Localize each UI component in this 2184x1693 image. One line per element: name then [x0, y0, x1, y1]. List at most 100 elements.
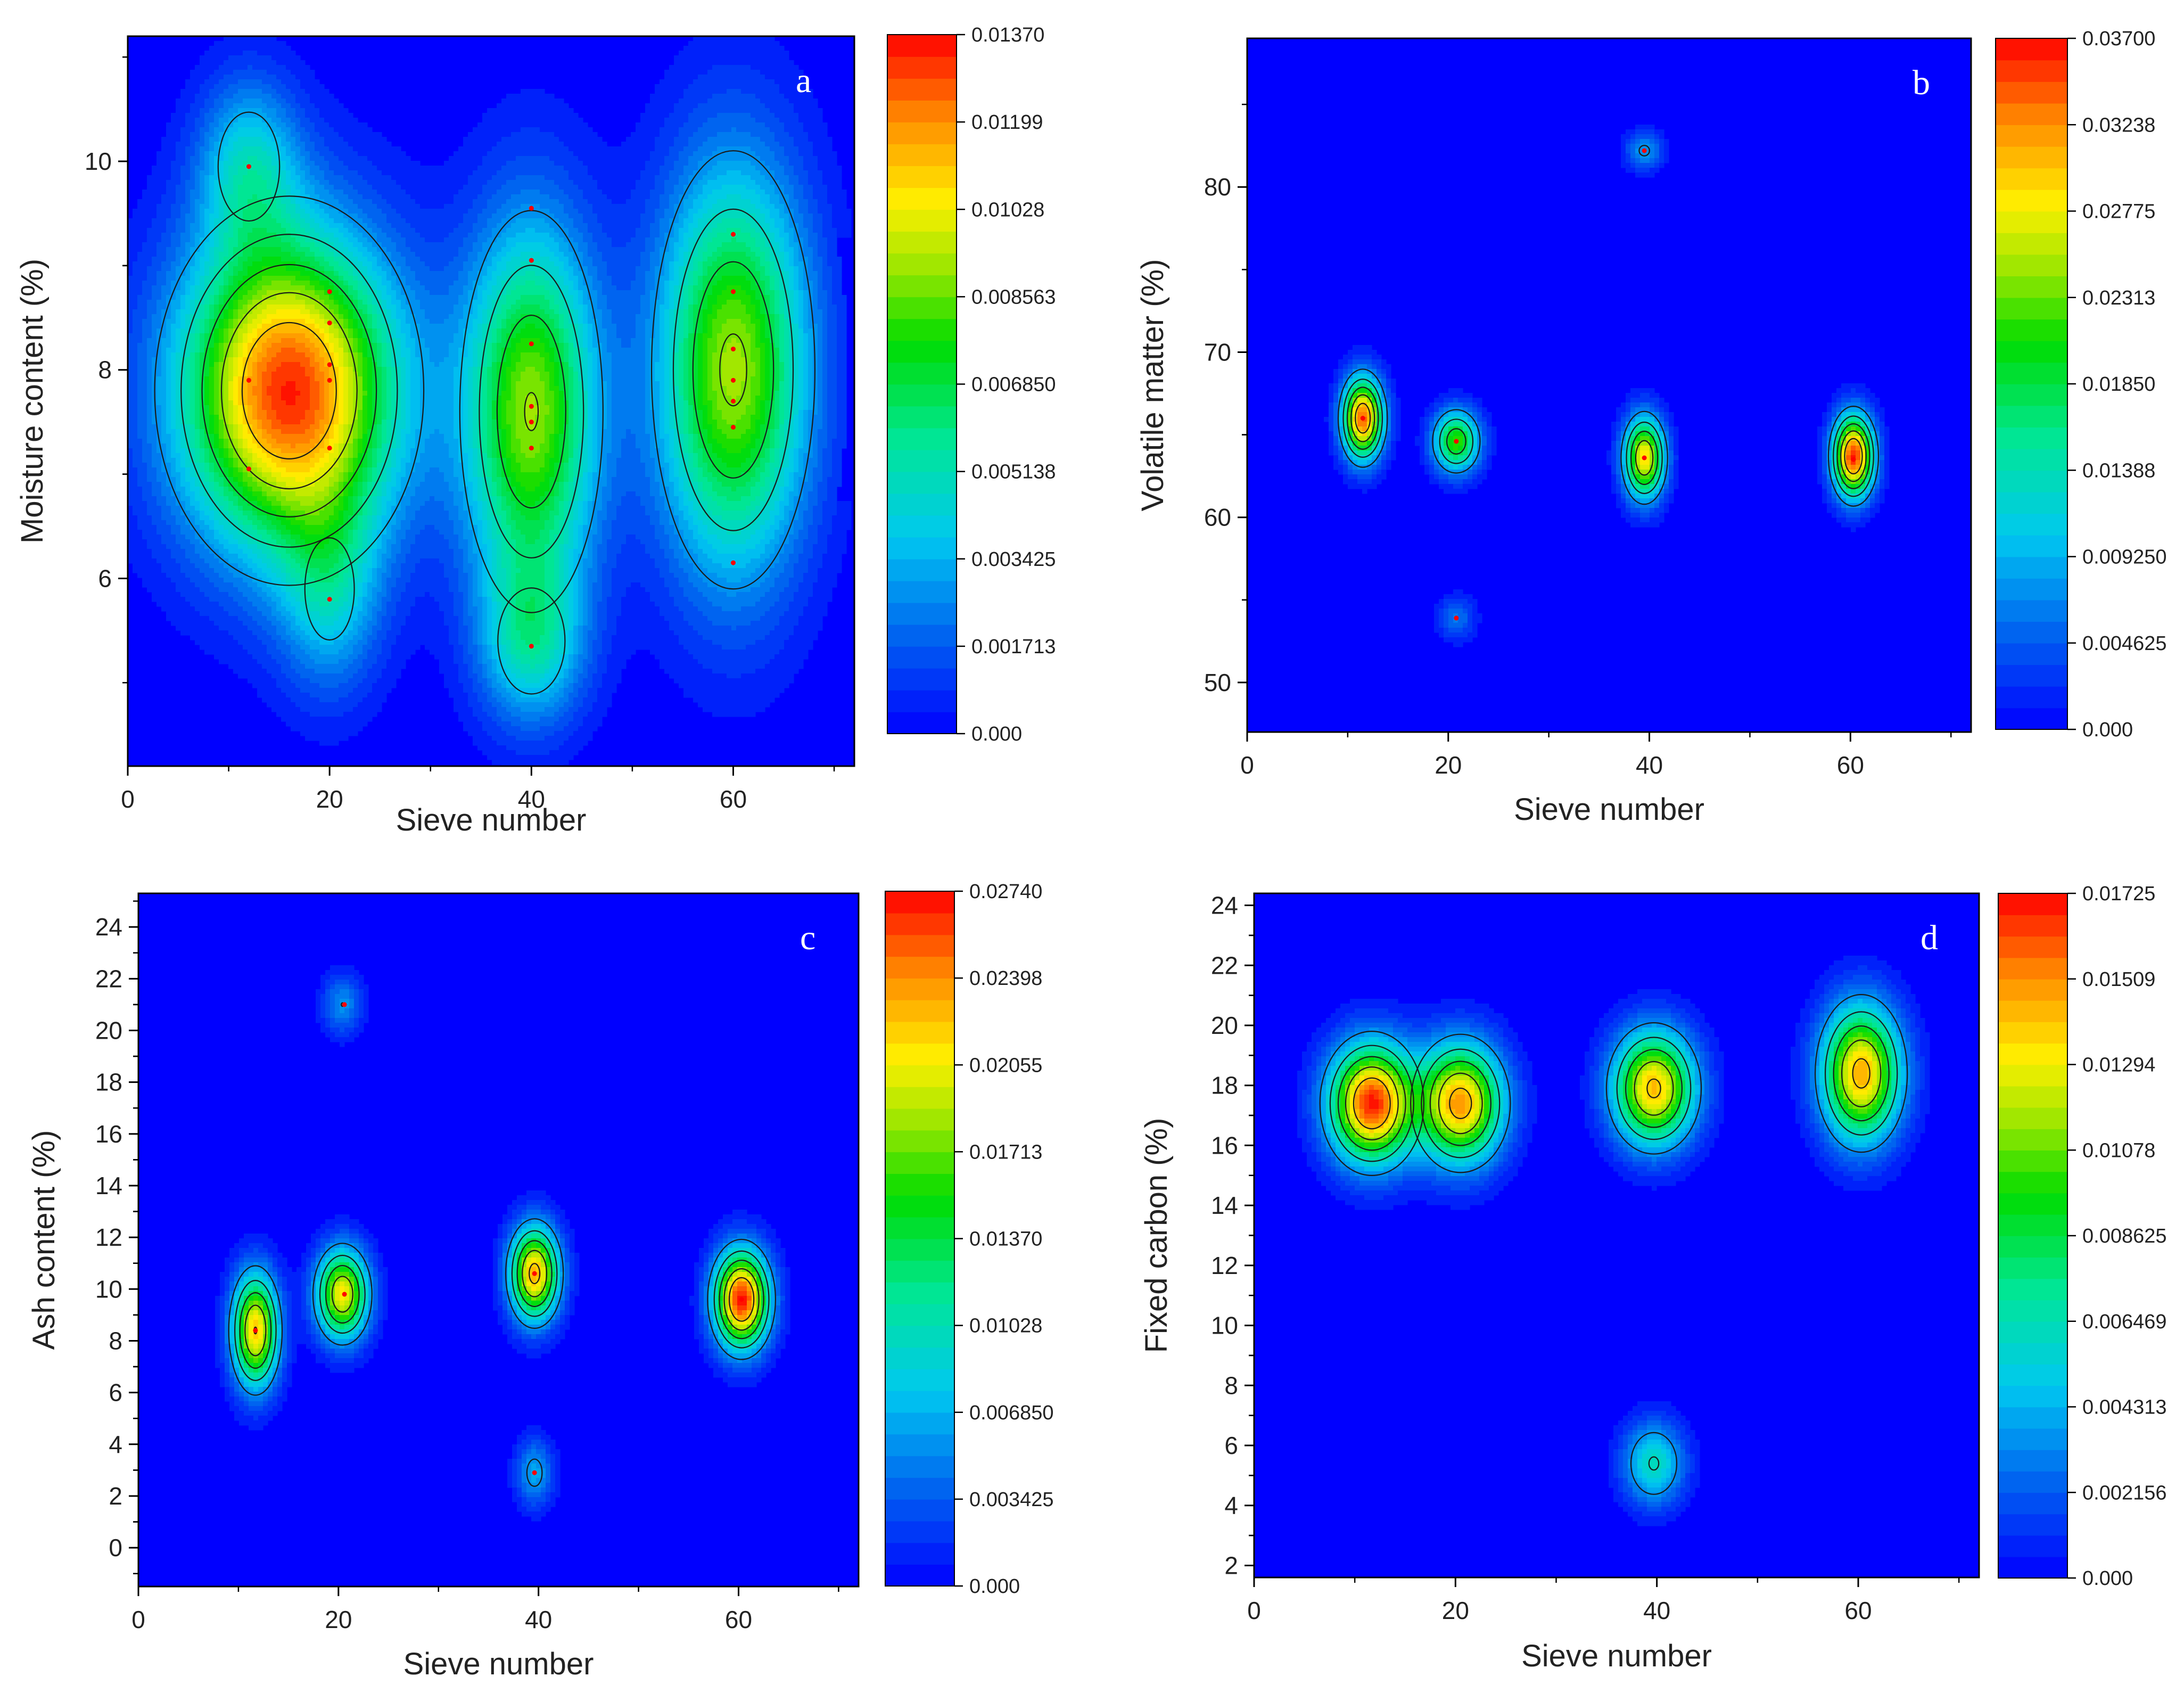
data-point: [731, 399, 736, 404]
y-axis-title: Moisture content (%): [15, 259, 50, 544]
colorbar-band: [1998, 936, 2067, 958]
colorbar-band: [1996, 233, 2067, 255]
data-point: [342, 1002, 347, 1007]
contour-line: [1625, 1049, 1683, 1128]
colorbar-band: [1996, 686, 2067, 709]
contour-line: [217, 111, 281, 222]
colorbar-band: [887, 231, 957, 254]
data-point: [731, 377, 736, 383]
contour-line: [1337, 368, 1388, 468]
y-tick-label: 10: [1211, 1312, 1238, 1339]
contour-line: [526, 1458, 543, 1487]
contour-line: [529, 1263, 541, 1285]
colorbar-tick-label: 0.003425: [969, 1489, 1054, 1511]
colorbar-band: [1998, 1150, 2067, 1172]
colorbar-band: [1996, 384, 2067, 406]
colorbar-band: [885, 1542, 954, 1565]
colorbar-band: [885, 1260, 954, 1283]
colorbar-band: [885, 1238, 954, 1261]
colorbar-band: [1996, 664, 2067, 687]
contour-lines: [1319, 994, 1908, 1495]
x-tick-label: 0: [131, 1606, 145, 1633]
colorbar: 0.01370 0.01199 0.01028 0.008563 0.006850 0.0…: [887, 24, 1056, 745]
colorbar-band: [1996, 38, 2067, 61]
colorbar-band: [1998, 979, 2067, 1001]
colorbar-band: [885, 1195, 954, 1218]
y-tick-label: 12: [1211, 1252, 1238, 1279]
y-tick-label: 6: [109, 1379, 122, 1407]
contour-line: [1626, 421, 1663, 495]
colorbar-band: [1996, 276, 2067, 298]
colorbar-band: [1996, 556, 2067, 579]
colorbar-band: [887, 689, 957, 712]
data-point: [1642, 148, 1647, 153]
y-tick-label: 8: [109, 1327, 122, 1354]
panel-label: c: [800, 918, 815, 957]
colorbar-band: [887, 646, 957, 669]
contour-line: [1421, 1048, 1501, 1158]
contour-line: [312, 1243, 373, 1346]
colorbar-band: [1996, 168, 2067, 190]
contour-line: [319, 1254, 366, 1334]
colorbar-tick-label: 0.01713: [969, 1141, 1042, 1163]
contour-line: [331, 1276, 353, 1313]
colorbar-band: [887, 297, 957, 319]
contour-line: [479, 265, 584, 558]
y-tick-label: 18: [95, 1069, 122, 1096]
data-point: [731, 347, 736, 352]
contour-line: [1815, 994, 1908, 1153]
colorbar-band: [885, 1087, 954, 1109]
y-tick-label: 22: [95, 965, 122, 992]
x-axis-title: Sieve number: [1514, 792, 1704, 827]
colorbar-band: [885, 1369, 954, 1391]
colorbar-tick-label: 0.01028: [969, 1315, 1042, 1337]
y-tick-label: 14: [1211, 1191, 1238, 1219]
colorbar-band: [1996, 60, 2067, 82]
colorbar-band: [885, 1347, 954, 1369]
contour-line: [1630, 1432, 1678, 1495]
contour-line: [220, 292, 358, 490]
colorbar-band: [1998, 1064, 2067, 1087]
colorbar-tick-label: 0.01370: [971, 24, 1044, 46]
data-point: [529, 644, 534, 649]
y-tick-label: 16: [95, 1120, 122, 1148]
colorbar-band: [1996, 578, 2067, 601]
colorbar-band: [887, 340, 957, 363]
colorbar-tick-label: 0.01294: [2082, 1054, 2155, 1076]
plot-frame: [137, 892, 860, 1588]
colorbar-band: [1998, 1000, 2067, 1022]
colorbar-band: [1998, 1407, 2067, 1429]
colorbar-band: [885, 1021, 954, 1044]
colorbar-tick-label: 0.009250: [2082, 546, 2167, 569]
colorbar-band: [1996, 297, 2067, 320]
x-tick-label: 60: [720, 785, 747, 813]
colorbar-band: [887, 56, 957, 79]
contour-line: [511, 1230, 558, 1317]
contour-line: [201, 264, 377, 517]
colorbar-band: [1998, 1043, 2067, 1065]
x-tick-label: 0: [1247, 1597, 1261, 1624]
colorbar-band: [1998, 1492, 2067, 1515]
colorbar-band: [887, 253, 957, 276]
colorbar-band: [1996, 125, 2067, 147]
data-point: [1360, 416, 1365, 421]
contour-line: [1432, 409, 1481, 474]
y-tick-label: 70: [1204, 338, 1231, 366]
colorbar-band: [1996, 427, 2067, 449]
colorbar-band: [885, 1108, 954, 1131]
panel-label: a: [796, 61, 811, 100]
colorbar-band: [887, 471, 957, 494]
contour-line: [180, 234, 398, 548]
colorbar-tick-label: 0.02740: [969, 881, 1042, 903]
colorbar-band: [1996, 254, 2067, 276]
colorbar-band: [1996, 211, 2067, 233]
colorbar-band: [887, 624, 957, 647]
colorbar-tick-label: 0.005138: [971, 461, 1056, 483]
colorbar-band: [1998, 1086, 2067, 1108]
panel-label: b: [1913, 63, 1930, 102]
colorbar-tick-label: 0.01388: [2082, 459, 2155, 482]
data-point: [327, 446, 332, 451]
colorbar-tick-label: 0.008563: [971, 286, 1056, 308]
colorbar-band: [887, 711, 957, 734]
colorbar-band: [1998, 1129, 2067, 1151]
